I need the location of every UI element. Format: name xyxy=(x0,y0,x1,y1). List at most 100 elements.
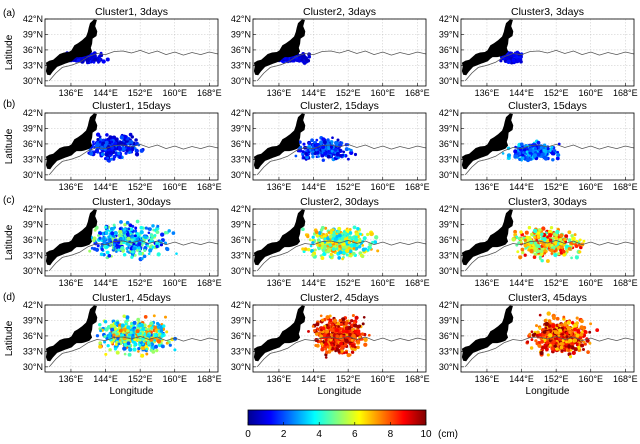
particle-point xyxy=(334,338,338,342)
particle-point xyxy=(554,236,558,240)
particle-point xyxy=(586,350,590,354)
x-tick-label: 136°E xyxy=(475,278,500,288)
particle-point xyxy=(324,226,328,230)
particle-point xyxy=(559,345,564,350)
particle-point xyxy=(338,244,342,248)
particle-point xyxy=(332,318,338,323)
particle-point xyxy=(119,236,123,241)
y-tick-label: 36°N xyxy=(231,235,251,245)
particle-point xyxy=(118,328,123,333)
particle-point xyxy=(327,146,331,150)
particle-point xyxy=(323,237,327,241)
particle-point xyxy=(310,138,314,143)
particle-point xyxy=(568,330,572,334)
particle-point xyxy=(583,329,588,334)
colorbar-tick-label: 10 xyxy=(420,429,432,440)
particle-point xyxy=(113,238,118,243)
particle-point xyxy=(353,323,358,328)
particle-point xyxy=(534,339,538,343)
particle-point xyxy=(518,255,523,260)
particle-point xyxy=(360,332,365,336)
particle-point xyxy=(533,246,537,250)
particle-point xyxy=(547,319,552,323)
particle-point xyxy=(323,151,328,156)
particle-point xyxy=(95,132,101,137)
particle-point xyxy=(349,243,354,248)
x-tick-label: 152°E xyxy=(128,374,153,384)
particle-point xyxy=(572,327,578,332)
particle-point xyxy=(327,325,331,330)
particle-point xyxy=(304,152,308,156)
particle-point xyxy=(499,59,503,63)
y-axis-label: Latitude xyxy=(4,34,15,70)
particle-point xyxy=(503,59,507,63)
particle-point xyxy=(300,58,304,62)
particle-point xyxy=(553,330,558,335)
particle-point xyxy=(331,232,336,238)
particle-point xyxy=(536,152,541,157)
particle-point xyxy=(108,150,113,155)
particle-point xyxy=(118,227,122,231)
particle-point xyxy=(314,230,319,234)
x-tick-label: 144°E xyxy=(93,374,118,384)
particle-point xyxy=(588,330,592,334)
particle-point xyxy=(319,228,324,232)
particle-point xyxy=(103,340,107,344)
particle-point xyxy=(110,140,114,144)
particle-point xyxy=(313,248,317,252)
particle-point xyxy=(339,334,344,339)
particle-point xyxy=(139,225,144,230)
particle-point xyxy=(565,335,569,339)
particle-point xyxy=(93,54,97,59)
particle-point xyxy=(520,250,525,255)
particle-point xyxy=(118,338,122,342)
japan-land xyxy=(45,305,98,362)
particle-point xyxy=(324,347,328,351)
particle-point xyxy=(330,323,334,327)
particle-point xyxy=(354,246,359,251)
map-panel: Cluster2, 15days 30°N 33°N 36°N 39°N 42°N 136°… xyxy=(231,100,430,192)
y-tick-label: 39°N xyxy=(231,315,251,325)
particle-point xyxy=(150,345,155,350)
particle-point xyxy=(315,322,320,327)
particle-point xyxy=(524,246,528,250)
particle-point xyxy=(340,237,345,241)
particle-point xyxy=(352,246,356,250)
y-tick-label: 30°N xyxy=(439,266,459,276)
panel-frame xyxy=(44,208,219,277)
particle-point xyxy=(165,330,169,334)
particle-point xyxy=(132,347,137,352)
particle-point xyxy=(351,331,354,335)
particle-point xyxy=(314,332,319,336)
x-tick-label: 160°E xyxy=(370,88,395,98)
x-axis-label: Longitude xyxy=(318,386,362,397)
particle-point xyxy=(119,135,124,140)
particle-point xyxy=(95,334,100,338)
particle-point xyxy=(374,235,379,240)
particle-point xyxy=(140,323,144,328)
particle-point xyxy=(557,142,561,146)
particle-point xyxy=(80,59,85,64)
particle-point xyxy=(565,340,568,344)
particle-point xyxy=(122,134,128,139)
particle-point xyxy=(530,338,534,342)
particle-point xyxy=(540,152,545,157)
particle-point xyxy=(336,138,340,142)
panel-row-label: (c) xyxy=(3,195,15,206)
particle-point xyxy=(331,136,334,140)
particle-point xyxy=(108,135,113,139)
x-tick-label: 144°E xyxy=(509,278,534,288)
particle-point xyxy=(311,235,315,239)
y-axis-label: Latitude xyxy=(4,128,15,164)
particle-point xyxy=(310,148,314,152)
particle-point xyxy=(545,243,549,247)
y-tick-label: 33°N xyxy=(439,60,459,70)
particle-point xyxy=(105,133,109,137)
particle-point xyxy=(153,325,158,330)
x-tick-label: 144°E xyxy=(301,278,326,288)
y-tick-label: 33°N xyxy=(231,60,251,70)
particle-point xyxy=(331,247,336,252)
particle-point xyxy=(316,238,321,242)
y-tick-label: 33°N xyxy=(23,154,43,164)
particle-point xyxy=(154,344,158,349)
